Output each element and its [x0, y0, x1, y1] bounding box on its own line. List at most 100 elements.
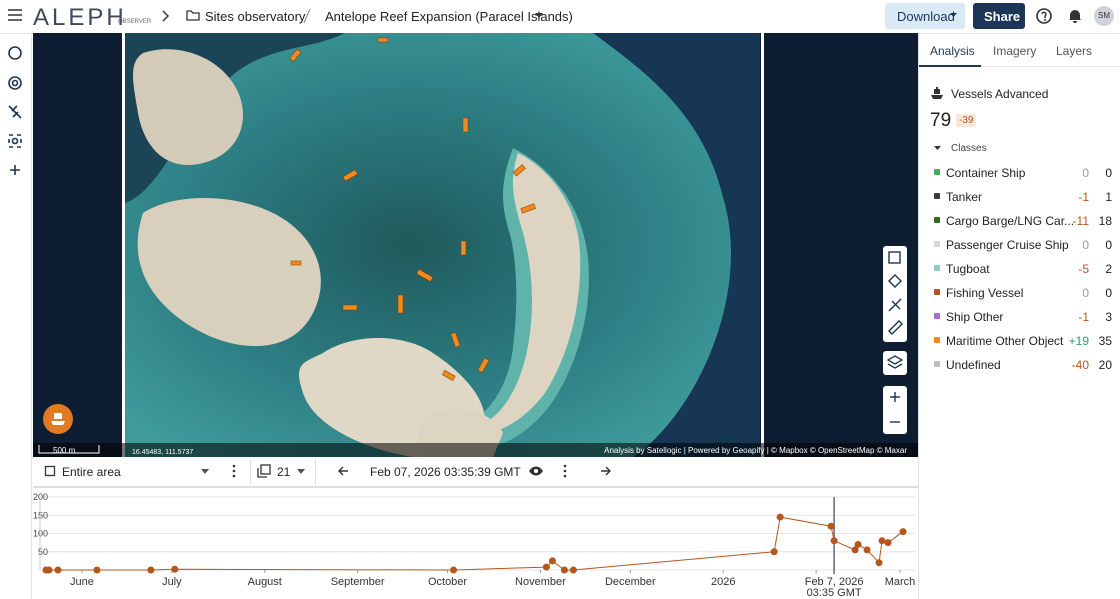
help-icon[interactable]: [1036, 7, 1054, 25]
share-button[interactable]: [973, 3, 1025, 29]
data-point: [560, 566, 568, 574]
separator: [303, 8, 311, 24]
x-tick-label: March: [885, 576, 916, 588]
detect-icon[interactable]: [8, 134, 22, 148]
download-button[interactable]: [885, 3, 965, 29]
more-icon[interactable]: [563, 464, 567, 478]
avatar-initials: SM: [1098, 11, 1110, 20]
tab[interactable]: Imagery: [993, 44, 1037, 58]
class-delta: -1: [1078, 310, 1089, 324]
class-delta: 0: [1082, 166, 1089, 180]
divider: [315, 459, 316, 485]
x-tick-label: August: [248, 576, 282, 588]
y-tick-label: 50: [38, 547, 48, 557]
section-title: Vessels Advanced: [951, 87, 1049, 101]
map-footer: [33, 443, 918, 457]
tab-border: [919, 66, 1120, 67]
class-delta: -40: [1071, 358, 1089, 372]
brand[interactable]: ALEPH: [33, 4, 127, 31]
divider: [250, 459, 251, 485]
class-swatch: [934, 265, 940, 271]
class-swatch: [934, 169, 940, 175]
data-point: [899, 528, 907, 536]
data-point: [54, 566, 62, 574]
class-count: 0: [1105, 166, 1112, 180]
caret: [201, 469, 209, 474]
image-count[interactable]: 21: [277, 465, 291, 479]
avatar[interactable]: [1094, 6, 1114, 26]
data-point: [851, 546, 859, 554]
draw-line[interactable]: [888, 298, 902, 312]
deep-water: [593, 33, 760, 457]
sidebar: [8, 33, 32, 599]
class-swatch: [934, 313, 940, 319]
layers-button[interactable]: [886, 355, 904, 369]
x-tick-label: November: [515, 576, 566, 588]
map[interactable]: 500 m 16.45483, 111.5737 Analysis by Sat…: [33, 33, 918, 457]
chevron: [162, 10, 169, 22]
data-point: [827, 522, 835, 530]
target-icon[interactable]: [8, 76, 22, 90]
attribution: Analysis by Satellogic | Powered by Geoa…: [604, 446, 907, 455]
series-line: [45, 516, 904, 571]
info-icon[interactable]: [8, 46, 22, 60]
tab[interactable]: Analysis: [930, 44, 975, 58]
area-select[interactable]: Entire area: [62, 465, 121, 479]
data-point: [830, 537, 838, 545]
draw-polygon[interactable]: [888, 274, 902, 288]
images-icon: [257, 464, 271, 478]
next-button[interactable]: [600, 465, 612, 477]
menu-icon[interactable]: [8, 9, 22, 21]
class-count: 1: [1105, 190, 1112, 204]
data-point: [569, 566, 577, 574]
total: 79: [930, 110, 952, 131]
class-count: 0: [1105, 238, 1112, 252]
breadcrumb[interactable]: Sites observatory: [205, 9, 306, 24]
class-count: 35: [1098, 334, 1112, 348]
site-name[interactable]: Antelope Reef Expansion (Paracel Islands…: [325, 9, 573, 24]
marker-sublabel: 03:35 GMT: [807, 587, 862, 599]
class-count: 0: [1105, 286, 1112, 300]
share-label[interactable]: Share: [984, 9, 1021, 24]
brand-sub: OBSERVER: [118, 19, 152, 25]
download-label[interactable]: Download: [897, 9, 955, 24]
vessel-markers: [289, 37, 536, 381]
caret: [950, 13, 957, 17]
coords: 16.45483, 111.5737: [132, 449, 193, 456]
data-point: [542, 563, 550, 571]
x-tick-label: July: [162, 576, 182, 588]
class-name: Tugboat: [946, 262, 990, 276]
class-name: Container Ship: [946, 166, 1026, 180]
data-point: [450, 566, 458, 574]
current-date[interactable]: Feb 07, 2026 03:35:39 GMT: [370, 465, 521, 479]
data-point: [878, 537, 886, 545]
class-count: 3: [1105, 310, 1112, 324]
class-name: Passenger Cruise Ship: [946, 238, 1069, 252]
island: [485, 153, 581, 433]
eye-icon[interactable]: [528, 466, 544, 476]
zoom-in[interactable]: [890, 392, 900, 402]
measure[interactable]: [888, 320, 903, 335]
data-point: [171, 565, 179, 573]
prev-button[interactable]: [337, 465, 349, 477]
add-icon[interactable]: [10, 165, 20, 175]
island: [133, 49, 243, 165]
classes-title: Classes: [951, 143, 987, 154]
data-point: [884, 539, 892, 547]
caret[interactable]: [934, 146, 941, 151]
class-delta: -5: [1078, 262, 1089, 276]
timeline-toolbar: [33, 457, 918, 487]
data-point: [147, 566, 155, 574]
class-swatch: [934, 241, 940, 247]
draw-rect[interactable]: [888, 251, 901, 264]
data-point: [863, 546, 871, 554]
class-count: 20: [1098, 358, 1112, 372]
tab[interactable]: Layers: [1056, 44, 1093, 58]
data-point: [875, 559, 883, 567]
class-swatch: [934, 217, 940, 223]
class-swatch: [934, 337, 940, 343]
bell-icon[interactable]: [1068, 8, 1082, 24]
more-icon[interactable]: [232, 464, 236, 478]
satellite-icon[interactable]: [8, 105, 22, 119]
